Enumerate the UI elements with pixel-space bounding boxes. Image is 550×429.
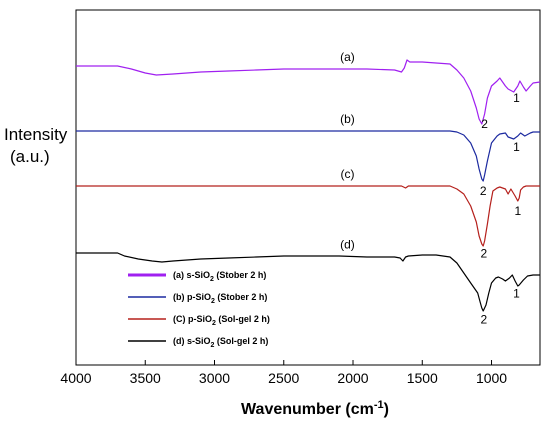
legend-label-2: (C) p-SiO2 (Sol-gel 2 h) bbox=[173, 314, 270, 327]
legend: (a) s-SiO2 (Stober 2 h) (b) p-SiO2 (Stobe… bbox=[128, 270, 270, 349]
x-axis-label-sup: -1 bbox=[374, 399, 384, 411]
peak-label-2-1: 1 bbox=[514, 204, 521, 218]
x-tick-label-3500: 3500 bbox=[130, 370, 161, 386]
x-tick-label-3000: 3000 bbox=[199, 370, 230, 386]
x-tick-label-1500: 1500 bbox=[407, 370, 438, 386]
series-line-3 bbox=[76, 252, 540, 312]
x-axis-ticks: 4000 3500 3000 2500 2000 1500 1000 bbox=[60, 360, 507, 386]
series-tag-0: (a) bbox=[340, 50, 355, 64]
y-axis-label-line2: (a.u.) bbox=[10, 147, 50, 166]
peak-label-1-0: 2 bbox=[480, 184, 487, 198]
legend-label-0: (a) s-SiO2 (Stober 2 h) bbox=[173, 270, 266, 283]
y-axis-label-line1: Intensity bbox=[4, 125, 68, 144]
x-tick-label-4000: 4000 bbox=[60, 370, 91, 386]
x-tick-label-2500: 2500 bbox=[268, 370, 299, 386]
series-tag-layer: (a) (b) (c) (d) bbox=[340, 50, 355, 251]
peak-label-layer: 2 1 2 1 2 1 2 1 bbox=[480, 91, 522, 327]
peak-label-3-1: 1 bbox=[513, 287, 520, 301]
series-tag-1: (b) bbox=[340, 112, 355, 126]
peak-label-2-0: 2 bbox=[481, 247, 488, 261]
series-line-1 bbox=[76, 130, 540, 182]
peak-label-1-1: 1 bbox=[513, 140, 520, 154]
series-tag-2: (c) bbox=[340, 167, 354, 181]
peak-label-0-0: 2 bbox=[481, 117, 488, 131]
plot-frame bbox=[75, 9, 541, 366]
series-tag-3: (d) bbox=[340, 237, 355, 251]
x-axis-label-close: ) bbox=[384, 401, 389, 418]
x-tick-label-2000: 2000 bbox=[337, 370, 368, 386]
x-axis-label-main: Wavenumber (cm bbox=[241, 401, 374, 418]
series-line-0 bbox=[76, 59, 541, 125]
peak-label-3-0: 2 bbox=[481, 313, 488, 327]
legend-label-3: (d) s-SiO2 (Sol-gel 2 h) bbox=[173, 336, 268, 349]
series-layer bbox=[76, 59, 541, 312]
x-axis-label: Wavenumber (cm-1) bbox=[241, 399, 389, 418]
series-line-2 bbox=[76, 185, 540, 247]
legend-label-1: (b) p-SiO2 (Stober 2 h) bbox=[173, 292, 267, 305]
peak-label-0-1: 1 bbox=[513, 91, 520, 105]
x-tick-label-1000: 1000 bbox=[476, 370, 507, 386]
